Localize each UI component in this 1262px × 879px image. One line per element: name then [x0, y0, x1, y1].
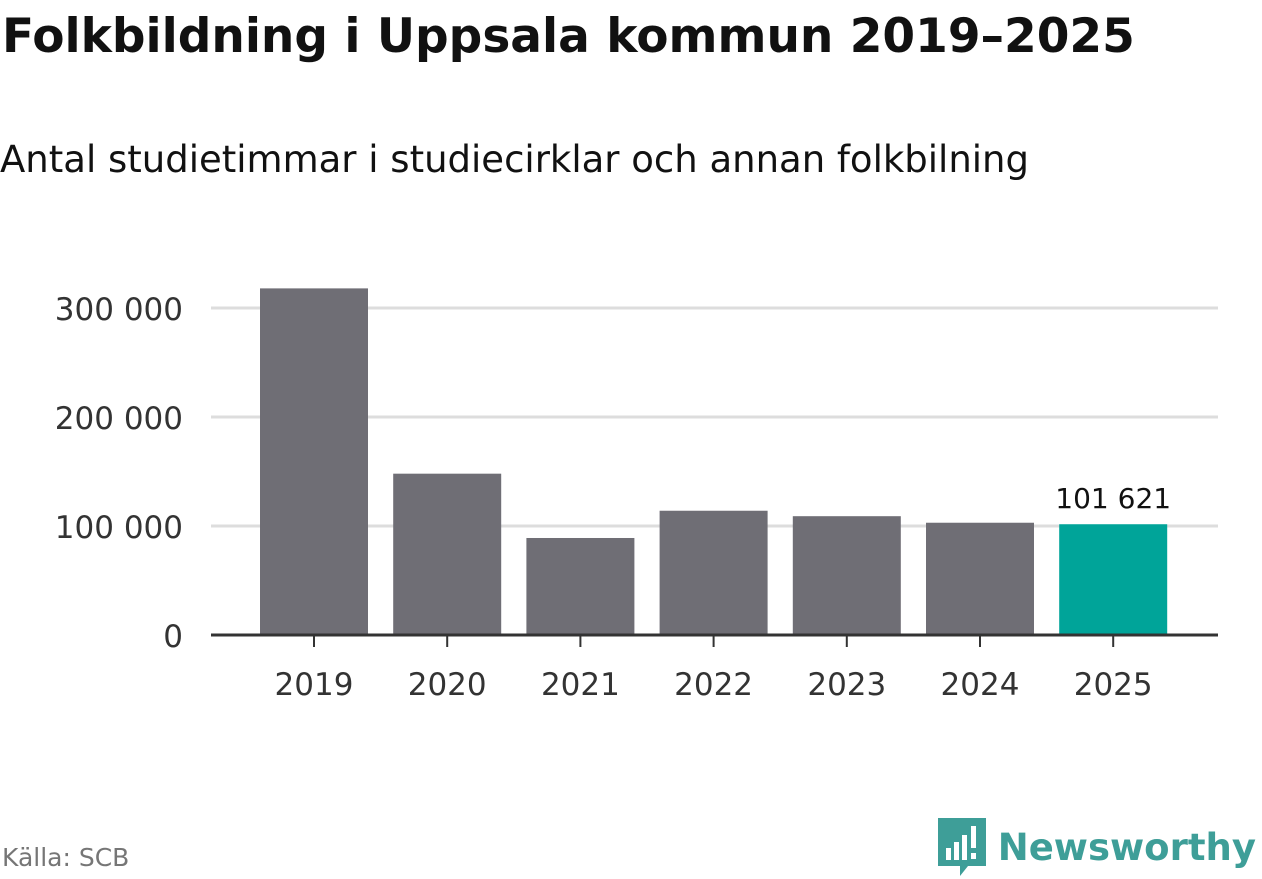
y-tick-label: 0	[163, 619, 183, 655]
bar-2019	[260, 288, 368, 635]
x-tick-label: 2025	[1074, 667, 1153, 703]
axes	[211, 633, 1218, 647]
x-tick-label: 2020	[408, 667, 487, 703]
newsworthy-brand-name: Newsworthy	[997, 826, 1256, 869]
bar-2025	[1059, 524, 1168, 635]
bar-2022	[659, 510, 768, 635]
chart-subtitle: Antal studietimmar i studiecirklar och a…	[0, 138, 1029, 181]
bars	[260, 288, 1168, 635]
bar-2023	[792, 516, 901, 635]
bar-2021	[526, 537, 635, 635]
data-label: 101 621	[1055, 482, 1171, 515]
x-tick-label: 2024	[941, 667, 1020, 703]
y-tick-label: 200 000	[55, 401, 183, 437]
labels: 0 100 000 200 000 300 000 2019 2020 2021 2022 20…	[55, 292, 1171, 703]
source-note: Källa: SCB	[2, 843, 130, 872]
chart-title: Folkbildning i Uppsala kommun 2019–2025	[2, 9, 1135, 64]
bar-2020	[393, 473, 502, 635]
x-tick-label: 2019	[275, 667, 354, 703]
x-tick-label: 2022	[674, 667, 753, 703]
x-tick-label: 2021	[541, 667, 620, 703]
y-tick-label: 300 000	[55, 292, 183, 328]
y-tick-label: 100 000	[55, 510, 183, 546]
bar-2024	[926, 522, 1034, 635]
newsworthy-logo: Newsworthy	[937, 818, 1256, 878]
newsworthy-logo-icon	[937, 818, 986, 876]
x-tick-label: 2023	[807, 667, 886, 703]
